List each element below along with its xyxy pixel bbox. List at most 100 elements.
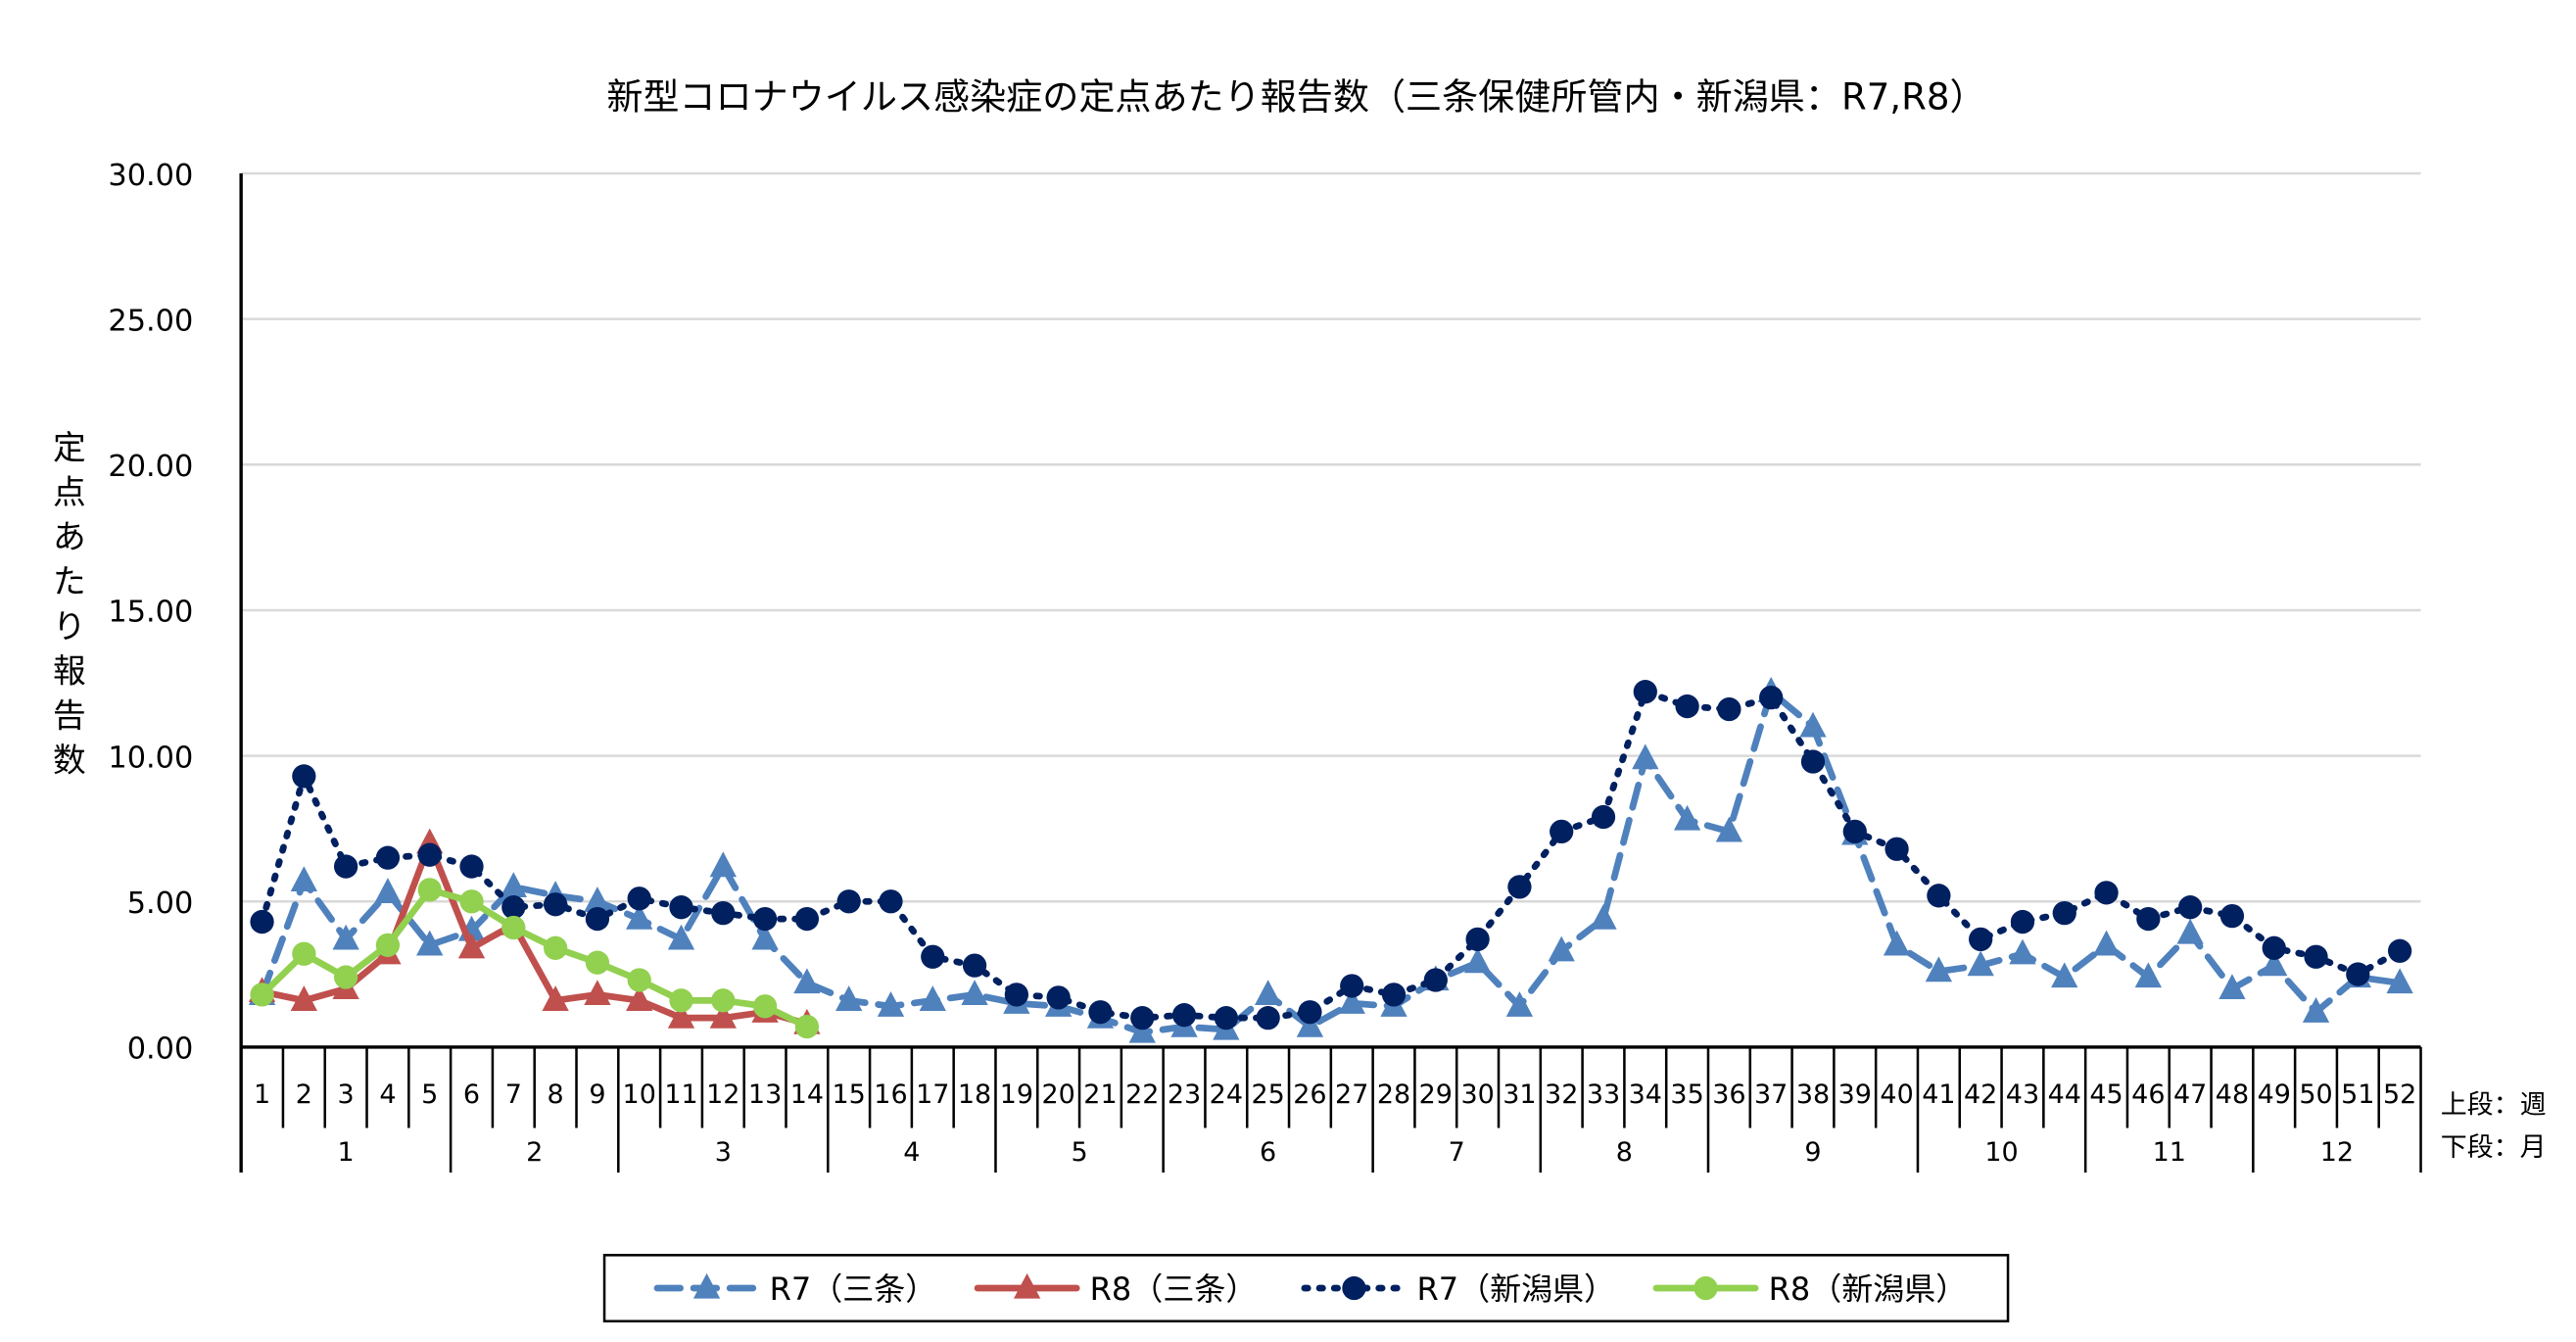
data-point-circle: [1693, 1275, 1718, 1301]
data-point-circle: [1340, 974, 1364, 998]
data-point-circle: [1342, 1275, 1366, 1301]
x-upper-row-label: 上段：週: [2441, 1089, 2547, 1120]
data-point-circle: [459, 854, 484, 879]
data-point-circle: [711, 900, 736, 926]
y-tick-label: 25.00: [108, 304, 193, 338]
week-tick-label: 43: [2006, 1079, 2039, 1110]
legend-label: R8（三条）: [1090, 1270, 1258, 1308]
data-point-triangle: [2261, 950, 2288, 977]
data-point-triangle: [1128, 1017, 1156, 1043]
week-tick-label: 42: [1964, 1079, 1997, 1110]
week-tick-label: 18: [958, 1079, 991, 1110]
week-tick-label: 1: [254, 1079, 270, 1110]
data-point-circle: [1046, 985, 1071, 1010]
week-tick-label: 40: [1880, 1079, 1913, 1110]
y-label-char: り: [53, 607, 86, 646]
data-point-triangle: [961, 980, 988, 1005]
data-point-circle: [879, 889, 903, 914]
series-R7（三条）: [248, 677, 2413, 1043]
week-tick-label: 33: [1587, 1079, 1620, 1110]
week-tick-label: 41: [1922, 1079, 1955, 1110]
month-tick-label: 10: [1984, 1137, 2018, 1168]
data-point-triangle: [667, 924, 695, 950]
week-tick-label: 29: [1419, 1079, 1453, 1110]
data-point-triangle: [667, 1002, 695, 1029]
data-point-triangle: [584, 980, 611, 1005]
series-group: [248, 677, 2413, 1043]
month-tick-label: 3: [715, 1137, 732, 1168]
data-point-circle: [2219, 903, 2245, 929]
data-point-triangle: [542, 985, 569, 1011]
data-point-triangle: [1799, 711, 1827, 738]
y-label-char: 報: [53, 651, 86, 690]
data-point-triangle: [709, 1002, 737, 1029]
week-tick-label: 12: [706, 1079, 739, 1110]
data-point-circle: [250, 909, 274, 935]
legend: R7（三条） R8（三条） R7（新潟県） R8（新潟県）: [602, 1254, 2010, 1323]
x-axis: 1 2 3 4 5 6 7 8 9 10 11 12 13 14 15 16 17 18 19 20 21 22 23 24 2…: [239, 173, 2422, 1174]
week-tick-label: 25: [1251, 1079, 1284, 1110]
data-point-circle: [752, 906, 778, 932]
data-point-circle: [794, 906, 820, 932]
y-label-char: 数: [53, 741, 86, 779]
data-point-circle: [836, 889, 861, 914]
data-point-circle: [417, 878, 442, 902]
week-tick-label: 5: [421, 1079, 438, 1110]
week-tick-label: 49: [2258, 1079, 2291, 1110]
data-point-circle: [669, 895, 693, 920]
data-point-triangle: [919, 985, 946, 1011]
data-point-circle: [292, 764, 316, 789]
data-point-circle: [1214, 1006, 1238, 1030]
data-point-circle: [627, 887, 651, 911]
data-point-circle: [333, 854, 358, 879]
data-point-circle: [543, 892, 568, 917]
week-tick-label: 9: [589, 1079, 605, 1110]
series-R7（新潟県）: [250, 680, 2412, 1030]
data-point-triangle: [1548, 935, 1575, 962]
data-point-circle: [1717, 696, 1741, 722]
data-point-circle: [1130, 1006, 1155, 1030]
data-point-triangle: [877, 991, 905, 1017]
data-point-triangle: [793, 968, 821, 994]
data-point-circle: [585, 950, 610, 975]
week-tick-label: 13: [748, 1079, 782, 1110]
week-tick-label: 36: [1712, 1079, 1745, 1110]
data-point-triangle: [1296, 1011, 1324, 1037]
month-tick-label: 7: [1449, 1137, 1465, 1168]
week-tick-label: 7: [505, 1079, 522, 1110]
month-tick-label: 6: [1260, 1137, 1276, 1168]
data-point-triangle: [2386, 968, 2413, 994]
week-tick-label: 6: [463, 1079, 480, 1110]
week-tick-label: 27: [1335, 1079, 1368, 1110]
data-point-circle: [1633, 680, 1657, 704]
data-point-circle: [627, 968, 651, 992]
data-point-circle: [1800, 749, 1826, 774]
data-point-triangle: [1505, 991, 1534, 1017]
week-tick-label: 31: [1503, 1079, 1536, 1110]
data-point-triangle: [457, 933, 486, 959]
data-point-circle: [2094, 881, 2119, 905]
data-point-circle: [459, 889, 484, 914]
week-tick-label: 45: [2089, 1079, 2123, 1110]
data-point-circle: [1591, 804, 1616, 830]
week-tick-label: 19: [1000, 1079, 1033, 1110]
data-point-circle: [2052, 900, 2076, 926]
week-tick-label: 51: [2341, 1079, 2374, 1110]
data-point-circle: [417, 842, 442, 867]
week-tick-label: 17: [916, 1079, 949, 1110]
week-tick-label: 15: [833, 1079, 866, 1110]
data-point-circle: [669, 988, 693, 1013]
y-axis-label: 定点あたり報告数: [53, 429, 86, 780]
data-point-circle: [1423, 968, 1448, 992]
week-tick-label: 32: [1545, 1079, 1578, 1110]
data-point-circle: [1675, 694, 1699, 719]
data-point-triangle: [2218, 974, 2246, 1000]
week-tick-label: 50: [2299, 1079, 2332, 1110]
week-tick-label: 30: [1460, 1079, 1494, 1110]
week-tick-label: 24: [1210, 1079, 1243, 1110]
data-point-circle: [1759, 686, 1784, 710]
legend-label: R7（三条）: [770, 1270, 937, 1308]
data-point-circle: [794, 1014, 820, 1039]
data-point-triangle: [626, 985, 653, 1011]
x-lower-row-label: 下段：月: [2441, 1132, 2547, 1163]
